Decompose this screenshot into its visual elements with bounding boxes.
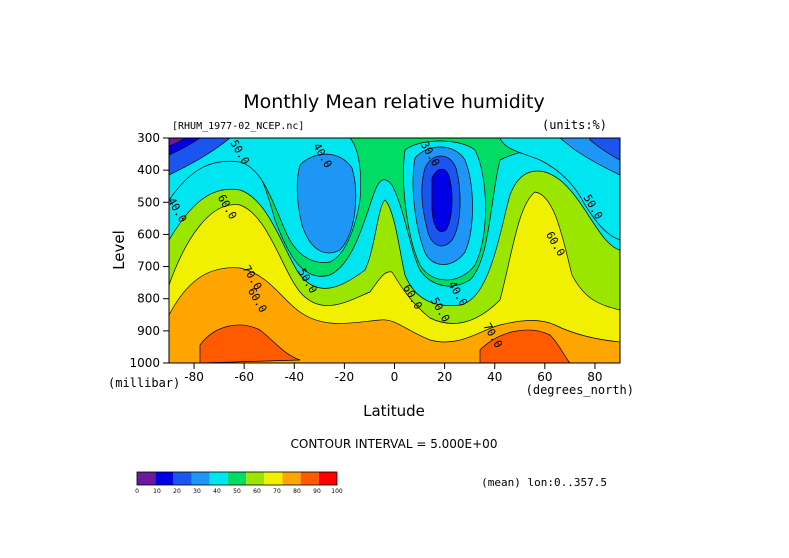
contour-fill-layer — [169, 138, 620, 363]
colorbar-swatch — [155, 472, 174, 485]
x-tick-label: 60 — [537, 370, 552, 384]
averaging-text: (mean) lon:0..357.5 — [481, 476, 607, 489]
colorbar-swatch — [209, 472, 228, 485]
colorbar-tick-label: 20 — [173, 488, 181, 495]
colorbar-tick-label: 0 — [135, 488, 139, 495]
colorbar-swatch — [227, 472, 247, 485]
x-tick-label: -20 — [335, 370, 355, 384]
colorbar-swatch — [318, 472, 337, 485]
colorbar-swatch — [137, 472, 156, 485]
colorbar-tick-label: 50 — [233, 488, 241, 495]
x-axis-label: Latitude — [363, 402, 425, 420]
y-tick-label: 800 — [137, 292, 160, 306]
y-tick-label: 400 — [137, 163, 160, 177]
y-tick-label: 600 — [137, 227, 160, 241]
y-tick-label: 900 — [137, 324, 160, 338]
colorbar-tick-label: 70 — [273, 488, 281, 495]
region-40-50-northpole — [499, 138, 620, 241]
x-tick-label: -40 — [284, 370, 304, 384]
y-tick-label: 500 — [137, 195, 160, 209]
x-tick-label: 20 — [437, 370, 452, 384]
colorbar-swatch — [246, 472, 265, 485]
chart-title: Monthly Mean relative humidity — [243, 91, 545, 113]
plot-area — [169, 138, 620, 363]
region-30-40-south — [296, 153, 357, 254]
colorbar-tick-label: 60 — [253, 488, 261, 495]
units-label: (units:%) — [542, 118, 607, 132]
y-tick-label: 1000 — [129, 356, 160, 370]
y-axis-unit: (millibar) — [108, 376, 180, 390]
y-tick-label: 300 — [137, 131, 160, 145]
contour-interval-text: CONTOUR INTERVAL = 5.000E+00 — [291, 437, 498, 451]
colorbar-tick-label: 80 — [293, 488, 301, 495]
y-tick-label: 700 — [137, 260, 160, 274]
colorbar: 0 10 20 30 40 50 60 70 80 90 100 — [135, 471, 343, 495]
x-axis-ticks: -80 -60 -40 -20 0 20 40 60 80 — [184, 363, 603, 384]
colorbar-swatch — [173, 472, 192, 485]
region-10-20-north — [431, 168, 453, 232]
colorbar-tick-label: 100 — [331, 488, 343, 495]
region-90-100 — [199, 324, 571, 363]
colorbar-tick-label: 10 — [153, 488, 161, 495]
colorbar-tick-label: 40 — [213, 488, 221, 495]
colorbar-frame — [136, 471, 338, 486]
colorbar-swatch — [300, 472, 319, 485]
x-tick-label: -60 — [234, 370, 254, 384]
y-axis-ticks: 300 400 500 600 700 800 900 1000 — [129, 131, 169, 370]
colorbar-swatch — [191, 472, 210, 485]
x-tick-label: 40 — [487, 370, 502, 384]
x-axis-unit: (degrees_north) — [526, 383, 634, 397]
colorbar-tick-label: 30 — [193, 488, 201, 495]
colorbar-tick-label: 90 — [313, 488, 321, 495]
colorbar-swatch — [282, 472, 301, 485]
colorbar-swatch — [264, 472, 283, 485]
x-tick-label: 0 — [391, 370, 399, 384]
source-label: [RHUM_1977-02_NCEP.nc] — [172, 121, 304, 132]
y-axis-label: Level — [110, 230, 128, 270]
x-tick-label: 80 — [587, 370, 602, 384]
x-tick-label: -80 — [184, 370, 204, 384]
